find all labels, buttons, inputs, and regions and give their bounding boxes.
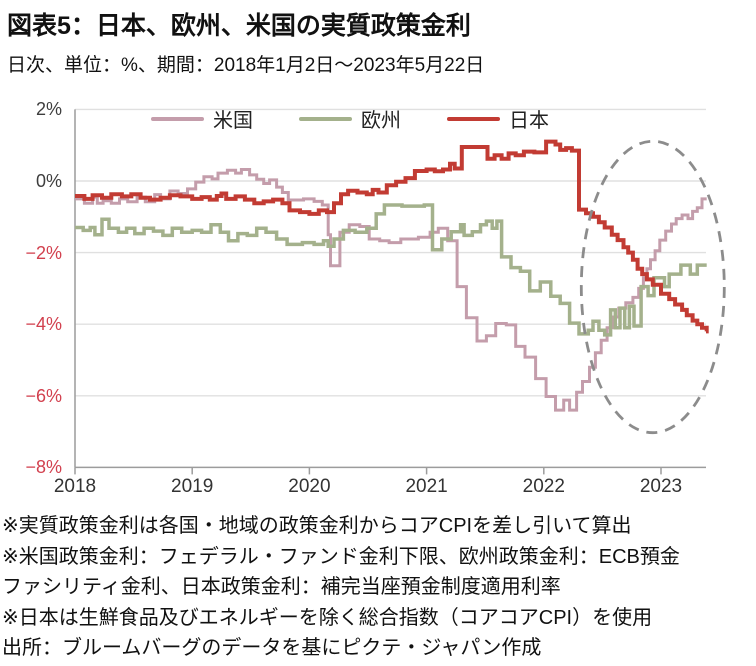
legend-label: 米国 — [213, 110, 253, 132]
footnote: ※米国政策金利：フェデラル・ファンド金利下限、欧州政策金利：ECB預金ファシリテ… — [2, 545, 680, 599]
legend-label: 日本 — [509, 110, 549, 132]
chart-title: 図表5：日本、欧州、米国の実質政策金利 — [7, 12, 471, 40]
legend-line-icon — [151, 116, 204, 121]
y-tick-label: −4% — [25, 314, 62, 335]
series-lines — [75, 139, 709, 412]
chart-subtitle: 日次、単位：%、期間：2018年1月2日～2023年5月22日 — [7, 55, 485, 76]
axes — [74, 109, 706, 475]
x-tick-label: 2023 — [639, 476, 683, 497]
x-tick-label: 2021 — [405, 476, 448, 497]
x-tick-label: 2022 — [522, 476, 565, 497]
y-tick-label: −6% — [25, 385, 62, 406]
y-tick-label: 2% — [35, 99, 62, 120]
series-line-jp — [75, 139, 709, 334]
legend-item-jp: 日本 — [447, 104, 549, 133]
gridlines — [75, 108, 706, 397]
footnote: ※実質政策金利は各国・地域の政策金利からコアCPIを差し引いて算出 — [2, 515, 632, 537]
y-tick-label: 0% — [35, 171, 62, 191]
y-tick-label: −2% — [25, 242, 62, 263]
legend-line-icon — [299, 116, 352, 121]
chart-plot-area — [74, 108, 726, 475]
chart-legend: 米国 欧州 日本 — [0, 104, 700, 133]
footnote: ※日本は生鮮食品及びエネルギーを除く総合指数（コアコアCPI）を使用 — [2, 606, 653, 629]
footnotes: ※実質政策金利は各国・地域の政策金利からコアCPIを差し引いて算出 ※米国政策金利… — [2, 511, 694, 664]
series-line-eu — [75, 203, 707, 337]
legend-item-us: 米国 — [151, 104, 253, 133]
x-tick-label: 2019 — [171, 476, 214, 497]
y-tick-label: −8% — [25, 457, 62, 478]
source-note: 出所：ブルームバーグのデータを基にピクテ・ジャパン作成 — [2, 637, 542, 659]
annotation-ellipse — [579, 139, 726, 435]
x-tick-label: 2020 — [288, 476, 331, 497]
legend-label: 欧州 — [361, 110, 401, 132]
legend-line-icon — [447, 116, 500, 121]
x-tick-label: 2018 — [53, 476, 97, 497]
legend-item-eu: 欧州 — [299, 104, 401, 133]
